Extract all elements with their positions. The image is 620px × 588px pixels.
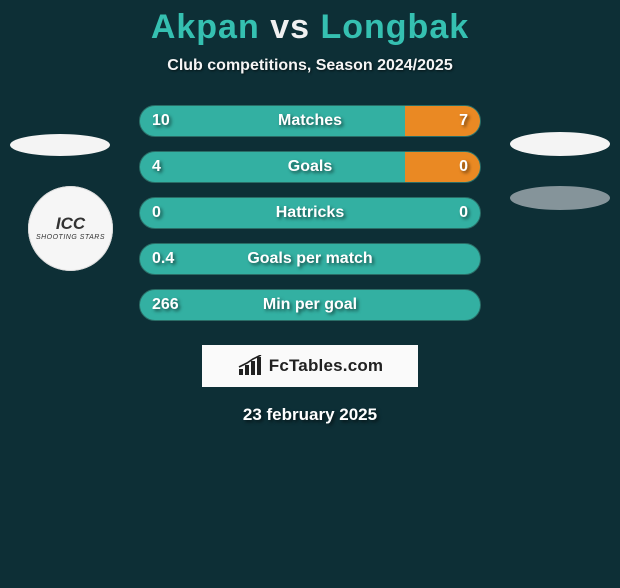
- stat-row: 0.4Goals per match: [139, 243, 481, 275]
- logo-line2: SHOOTING STARS: [36, 234, 105, 242]
- stat-value-right: 0: [459, 204, 468, 222]
- stat-value-left: 10: [152, 112, 170, 130]
- stat-value-right: 7: [459, 112, 468, 130]
- branding-text: FcTables.com: [269, 356, 384, 376]
- stat-row: 10Matches7: [139, 105, 481, 137]
- stat-row: 0Hattricks0: [139, 197, 481, 229]
- club-logo-badge: ICC SHOOTING STARS: [28, 186, 113, 271]
- decorative-ellipse-right-top: [510, 132, 610, 156]
- stat-value-left: 0.4: [152, 250, 174, 268]
- stat-bar-right: [405, 106, 480, 136]
- subtitle: Club competitions, Season 2024/2025: [0, 57, 620, 75]
- player-right-name: Longbak: [320, 8, 469, 46]
- logo-line1: ICC: [36, 215, 105, 234]
- bar-chart-icon: [237, 355, 263, 377]
- stat-label: Goals per match: [140, 250, 480, 268]
- stat-bar-right: [405, 152, 480, 182]
- stat-row: 266Min per goal: [139, 289, 481, 321]
- branding-badge: FcTables.com: [202, 345, 418, 387]
- stat-label: Min per goal: [140, 296, 480, 314]
- stat-row: 4Goals0: [139, 151, 481, 183]
- stat-value-left: 266: [152, 296, 179, 314]
- decorative-ellipse-left: [10, 134, 110, 156]
- stat-value-left: 4: [152, 158, 161, 176]
- date-text: 23 february 2025: [0, 405, 620, 425]
- decorative-ellipse-right-bottom: [510, 186, 610, 210]
- stat-label: Hattricks: [140, 204, 480, 222]
- player-left-name: Akpan: [151, 8, 260, 46]
- stat-value-right: 0: [459, 158, 468, 176]
- comparison-title: Akpan vs Longbak: [0, 8, 620, 47]
- vs-text: vs: [270, 8, 310, 46]
- stat-value-left: 0: [152, 204, 161, 222]
